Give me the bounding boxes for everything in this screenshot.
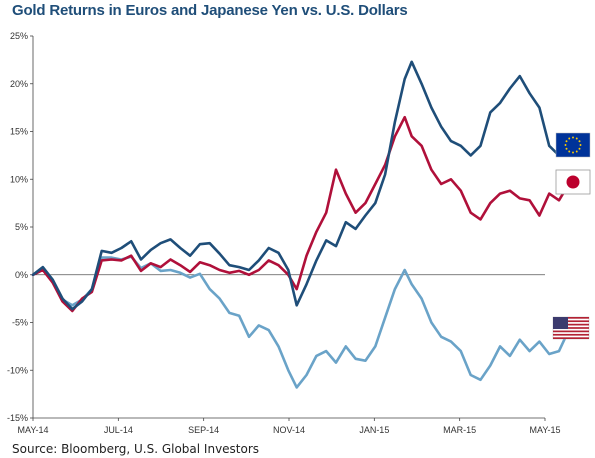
x-tick-label: JAN-15 (359, 425, 389, 435)
chart-title: Gold Returns in Euros and Japanese Yen v… (12, 2, 408, 19)
eu-star (579, 144, 582, 146)
x-tick-label: MAR-15 (443, 425, 476, 435)
x-tick-label: NOV-14 (273, 425, 305, 435)
eu-star (568, 150, 571, 153)
eu-star (575, 137, 578, 140)
eu-star (572, 136, 574, 139)
y-tick-label: 0% (15, 270, 28, 280)
eu-flag-icon (555, 132, 591, 158)
eu-star (565, 140, 568, 143)
source-note: Source: Bloomberg, U.S. Global Investors (12, 442, 260, 456)
x-tick-label: MAY-14 (17, 425, 48, 435)
y-tick-label: 15% (10, 127, 28, 137)
eu-star (568, 137, 571, 140)
us-stripe (553, 337, 589, 339)
eu-star (575, 150, 578, 153)
y-tick-label: -5% (12, 318, 28, 328)
y-tick-label: 10% (10, 174, 28, 184)
us-stripe (553, 330, 589, 333)
x-tick-label: JUL-14 (104, 425, 133, 435)
y-tick-label: 5% (15, 222, 28, 232)
us-stripe (553, 320, 589, 323)
y-tick-label: 25% (10, 31, 28, 41)
y-tick-label: -15% (7, 413, 28, 423)
eu-star (578, 147, 581, 150)
chart-series (31, 60, 571, 389)
series-line-japan (31, 115, 571, 313)
us-flag-icon (552, 316, 590, 340)
eu-star (565, 147, 568, 150)
japan-flag-icon (555, 169, 591, 195)
chart-axes: 25% 20% 15% 10% 5% 0% -5% -10% -15% MAY-14 JUL-14 S… (7, 31, 561, 435)
us-stripe (553, 323, 589, 326)
eu-star (572, 151, 574, 154)
eu-star (564, 144, 567, 146)
eu-star (578, 140, 581, 143)
us-stripe (553, 333, 589, 336)
us-stripe (553, 327, 589, 329)
series-line-eu (31, 60, 571, 311)
y-tick-label: 20% (10, 79, 28, 89)
x-tick-label: MAY-15 (529, 425, 560, 435)
x-tick-label: SEP-14 (188, 425, 219, 435)
us-stripe (553, 317, 589, 319)
y-tick-label: -10% (7, 365, 28, 375)
